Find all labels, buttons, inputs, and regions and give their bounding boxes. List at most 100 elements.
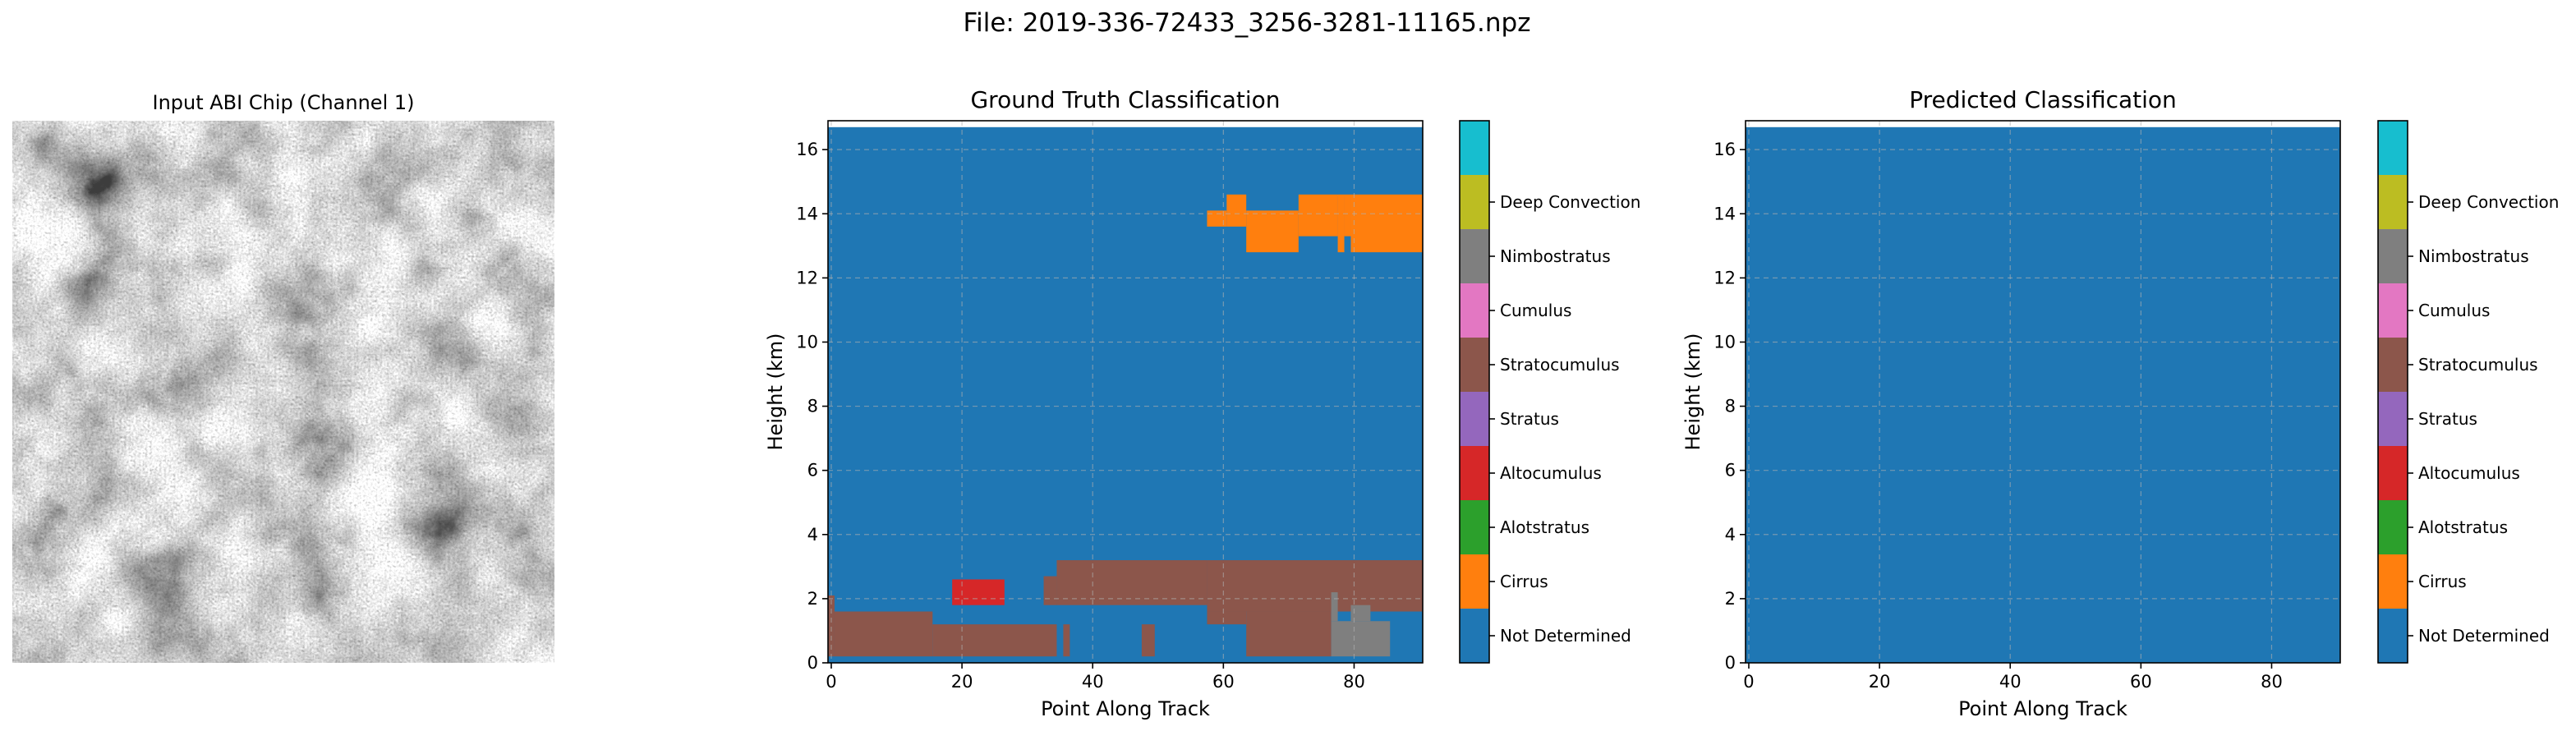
abi-satellite-image: [12, 121, 554, 663]
p0-class-region: [932, 624, 1057, 657]
p1-x-tick-label: 60: [2130, 672, 2152, 692]
p0-colorbar-swatch: [1460, 392, 1489, 446]
p0-colorbar-label: Cumulus: [1500, 301, 1571, 320]
p1-x-tick-label: 80: [2261, 672, 2283, 692]
p0-y-axis-label: Height (km): [764, 333, 787, 451]
p0-class-region: [1043, 576, 1057, 605]
p0-colorbar-swatch: [1460, 229, 1489, 283]
p1-colorbar-swatch: [2378, 283, 2408, 338]
p1-colorbar-swatch: [2378, 338, 2408, 392]
p1-x-tick-label: 40: [1999, 672, 2022, 692]
p0-class-region: [834, 611, 933, 657]
p1-colorbar-swatch: [2378, 446, 2408, 500]
p0-y-tick-label: 12: [796, 268, 818, 287]
p1-x-tick-label: 20: [1869, 672, 1891, 692]
p0-colorbar-swatch: [1460, 283, 1489, 338]
p1-colorbar-swatch: [2378, 392, 2408, 446]
p0-colorbar-label: Deep Convection: [1500, 192, 1640, 212]
p0-y-tick-label: 6: [807, 461, 818, 480]
p0-x-tick-label: 80: [1343, 672, 1365, 692]
p0-colorbar-label: Nimbostratus: [1500, 246, 1611, 266]
p0-axes-frame: [827, 120, 1424, 664]
p0-x-tick-label: 40: [1082, 672, 1104, 692]
p1-colorbar-swatch: [2378, 121, 2408, 175]
p0-class-region: [1246, 210, 1299, 253]
p1-y-tick-label: 0: [1725, 653, 1736, 673]
p1-background-cells: [1746, 126, 2340, 663]
p1-y-tick-label: 4: [1725, 525, 1736, 545]
p0-y-tick-label: 10: [796, 332, 818, 352]
p1-y-tick-label: 16: [1714, 140, 1736, 159]
p0-class-region: [1331, 621, 1391, 657]
p1-x-tick-label: 0: [1743, 672, 1754, 692]
p1-colorbar-swatch: [2378, 609, 2408, 663]
p0-y-tick-label: 8: [807, 397, 818, 416]
p0-class-region: [952, 579, 1005, 605]
predicted-panel: 0 20 40 60 80 0 2 4 6 8 10 12 14 16 Predicted Classifi…: [1681, 86, 2559, 720]
p1-y-tick-label: 6: [1725, 461, 1736, 480]
p0-colorbar-swatch: [1460, 121, 1489, 175]
p0-y-tick-label: 16: [796, 140, 818, 159]
p0-colorbar-swatch: [1460, 338, 1489, 392]
figure-suptitle: File: 2019-336-72433_3256-3281-11165.npz: [964, 8, 1531, 38]
p0-class-region: [1246, 611, 1332, 657]
p1-y-tick-label: 14: [1714, 204, 1736, 223]
p0-colorbar-swatch: [1460, 609, 1489, 663]
p1-axes-frame: [1745, 120, 2341, 664]
p1-colorbar-label: Cumulus: [2418, 301, 2490, 320]
p1-colorbar-label: Alotstratus: [2418, 517, 2508, 537]
p0-colorbar-swatch: [1460, 554, 1489, 609]
p1-colorbar-label: Not Determined: [2418, 626, 2550, 646]
p0-colorbar-label: Stratocumulus: [1500, 355, 1620, 375]
p0-colorbar-label: Alotstratus: [1500, 517, 1589, 537]
p1-colorbar-swatch: [2378, 229, 2408, 283]
p1-colorbar-swatch: [2378, 175, 2408, 229]
p1-colorbar-label: Stratocumulus: [2418, 355, 2538, 375]
p1-colorbar-label: Cirrus: [2418, 572, 2467, 591]
p1-y-tick-label: 8: [1725, 397, 1736, 416]
p0-class-region: [1207, 560, 1423, 612]
p0-colorbar-frame: [1459, 120, 1490, 664]
p0-class-region: [1298, 194, 1338, 237]
p0-class-region: [1207, 210, 1227, 227]
p0-class-region: [1226, 194, 1247, 227]
input-abi-panel: Input ABI Chip (Channel 1): [12, 91, 554, 663]
p1-colorbar-label: Deep Convection: [2418, 192, 2559, 212]
p0-class-region: [828, 595, 835, 657]
p1-y-tick-label: 12: [1714, 268, 1736, 287]
p1-colorbar-swatch: [2378, 554, 2408, 609]
p0-colorbar-label: Cirrus: [1500, 572, 1548, 591]
p1-y-tick-label: 2: [1725, 589, 1736, 609]
p1-x-axis-label: Point Along Track: [1958, 697, 2128, 720]
p0-class-region: [1063, 624, 1070, 657]
p0-class-region: [1207, 611, 1247, 625]
p0-colorbar-label: Altocumulus: [1500, 463, 1602, 483]
p0-class-region: [1344, 194, 1351, 237]
p1-colorbar-label: Altocumulus: [2418, 463, 2520, 483]
p1-colorbar-swatch: [2378, 500, 2408, 554]
p0-class-region: [1337, 194, 1345, 253]
p0-colorbar-label: Not Determined: [1500, 626, 1631, 646]
p0-class-region: [1056, 560, 1208, 605]
p0-x-axis-label: Point Along Track: [1041, 697, 1210, 720]
p0-colorbar-swatch: [1460, 175, 1489, 229]
ground-truth-panel: 0 20 40 60 80 0 2 4 6 8 10 12 14 16 Ground Truth Class…: [764, 86, 1640, 720]
p0-class-region: [1350, 605, 1371, 622]
p0-x-tick-label: 60: [1212, 672, 1235, 692]
p1-y-tick-label: 10: [1714, 332, 1736, 352]
p0-colorbar-swatch: [1460, 446, 1489, 500]
p1-y-axis-label: Height (km): [1681, 333, 1704, 451]
p0-y-tick-label: 2: [807, 589, 818, 609]
input-abi-title: Input ABI Chip (Channel 1): [152, 91, 414, 114]
p0-chart-title: Ground Truth Classification: [970, 86, 1280, 113]
p0-class-region: [1331, 592, 1338, 622]
p0-y-tick-label: 0: [807, 653, 818, 673]
p0-colorbar-swatch: [1460, 500, 1489, 554]
p1-colorbar-frame: [2377, 120, 2408, 664]
p0-class-region: [1141, 624, 1155, 657]
p1-colorbar-label: Nimbostratus: [2418, 246, 2529, 266]
p0-class-region: [1350, 194, 1423, 253]
p0-y-tick-label: 4: [807, 525, 818, 545]
p0-x-tick-label: 20: [951, 672, 973, 692]
